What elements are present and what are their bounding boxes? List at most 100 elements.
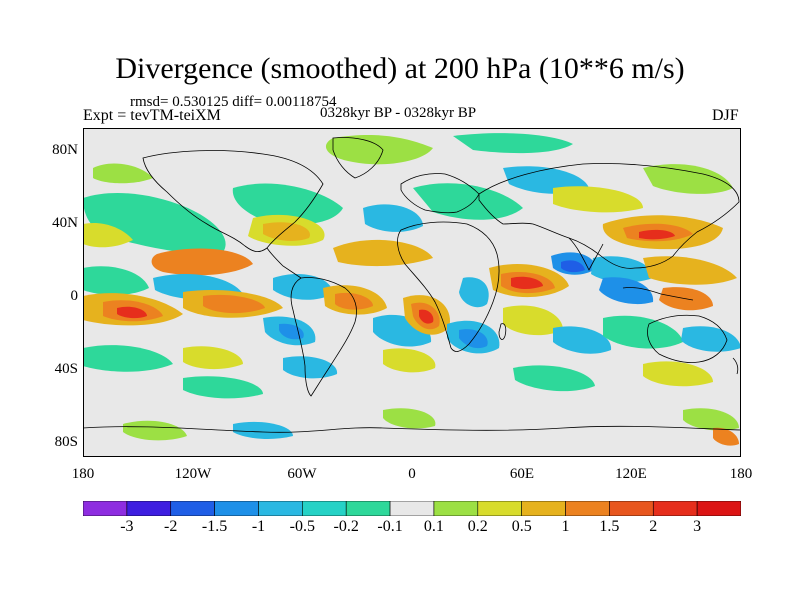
field-patch [183, 346, 243, 370]
colorbar-segment [521, 501, 566, 516]
lon-label: 180 [729, 466, 753, 482]
lat-label: 40S [54, 361, 78, 377]
colorbar-segment [609, 501, 654, 516]
field-patch [643, 164, 733, 194]
coast-europe [400, 173, 480, 214]
field-patch [232, 183, 343, 225]
colorbar-label: 1.5 [599, 518, 620, 535]
colorbar-label: -0.5 [289, 518, 315, 535]
field-patch [503, 305, 563, 336]
field-patch [203, 294, 265, 314]
field-patch [459, 277, 489, 308]
field-patch [599, 277, 654, 305]
field-patch [511, 276, 543, 289]
experiment-label: Expt = tevTM-teiXM [83, 107, 221, 124]
field-patch [273, 273, 333, 300]
colorbar-label: -3 [120, 518, 134, 535]
lon-label: 60W [287, 466, 317, 482]
colorbar-label: -1 [251, 518, 266, 535]
lon-label: 180 [71, 466, 95, 482]
colorbar-label: -2 [164, 518, 178, 535]
colorbar-label: 0.1 [423, 518, 444, 535]
lon-label: 120E [615, 466, 647, 482]
colorbar-segment [345, 501, 391, 516]
field-patch [683, 408, 739, 431]
field-patch [413, 183, 523, 220]
field-patch [643, 361, 713, 387]
field-patch [263, 222, 310, 241]
colorbar-segment [302, 501, 347, 516]
colorbar-segment [170, 501, 215, 516]
field-patch [639, 229, 675, 240]
coast-australia [647, 314, 728, 363]
field-patch [335, 292, 373, 310]
divergence-map [83, 128, 741, 457]
map-frame [83, 128, 741, 457]
lat-label: 80S [54, 434, 78, 450]
field-patch [681, 326, 741, 352]
field-patch [713, 427, 739, 446]
field-patch [453, 133, 573, 154]
lat-label: 0 [70, 288, 79, 304]
colorbar-segment [565, 501, 610, 516]
field-patch [643, 256, 737, 285]
colorbar-segment [652, 501, 698, 516]
field-patch [117, 306, 147, 319]
colorbar-label: 0.5 [511, 518, 532, 535]
colorbar-segment [83, 501, 128, 516]
lon-label: 60E [509, 466, 535, 482]
coast-india [568, 237, 604, 271]
coast-africa [397, 221, 500, 352]
lon-label: 120W [174, 466, 212, 482]
field-patch [591, 256, 653, 283]
divergence-field [83, 133, 741, 446]
colorbar-segment [696, 501, 741, 516]
coast-antarctica [83, 425, 741, 433]
field-patch [333, 239, 433, 267]
colorbar-label: 1 [561, 518, 570, 535]
colorbar-segment [477, 501, 522, 516]
field-patch [553, 186, 643, 213]
field-patch [419, 309, 434, 324]
colorbar-label: 2 [649, 518, 658, 535]
field-patch [83, 266, 149, 295]
field-patch [123, 420, 187, 441]
lat-label: 40N [52, 215, 78, 231]
colorbar-segment [433, 501, 479, 516]
field-patch [183, 376, 263, 399]
field-patch [513, 365, 595, 392]
field-patch [283, 356, 338, 379]
lon-label: 0 [408, 466, 416, 482]
field-patch [83, 345, 173, 372]
map-title: Divergence (smoothed) at 200 hPa (10**6 … [115, 52, 685, 85]
coast-central-america [266, 247, 302, 279]
lat-label: 80N [52, 142, 78, 158]
field-patch [603, 315, 683, 349]
stats-label: rmsd= 0.530125 diff= 0.00118754 [130, 94, 337, 110]
coast-new-zealand [732, 357, 739, 375]
field-patch [553, 326, 612, 354]
colorbar-label: 0.2 [467, 518, 488, 535]
colorbar-label: 3 [693, 518, 702, 535]
field-patch [325, 135, 433, 165]
colorbar-label: -1.5 [201, 518, 228, 535]
coast-greenland [332, 137, 384, 179]
colorbar-segment [389, 501, 435, 516]
field-patch [383, 408, 436, 429]
colorbar-segment [258, 501, 303, 516]
field-patch [363, 204, 423, 232]
colorbar [83, 501, 741, 516]
field-patch [93, 163, 153, 184]
field-patch [151, 248, 253, 276]
coast-south-america [290, 277, 357, 397]
colorbar-label: -0.1 [377, 518, 403, 535]
colorbar-segment [126, 501, 172, 516]
coast-asia [478, 163, 740, 269]
field-patch [233, 421, 293, 439]
season-label: DJF [712, 107, 739, 124]
coast-indonesia [622, 287, 694, 301]
coast-north-america [142, 150, 324, 252]
colorbar-segment [214, 501, 259, 516]
field-patch [561, 260, 585, 273]
coast-madagascar [498, 323, 507, 340]
